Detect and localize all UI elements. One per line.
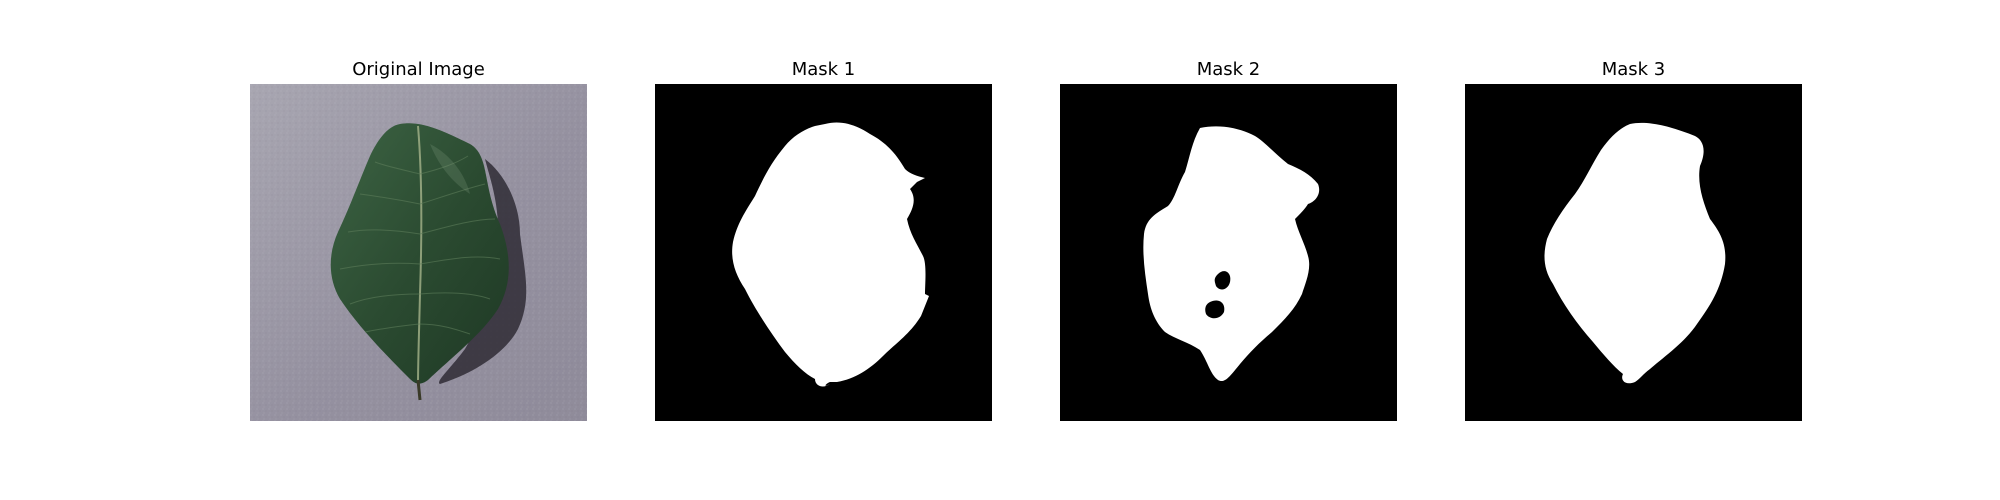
leaf-photo: [250, 84, 587, 421]
panel-title: Mask 2: [1196, 59, 1261, 80]
panel-original-image: Original Image: [250, 0, 587, 500]
mask-image: [655, 84, 992, 421]
panel-title: Original Image: [352, 59, 485, 80]
panel-mask-2: Mask 2: [1060, 0, 1397, 500]
panel-title: Mask 1: [791, 59, 856, 80]
mask-region: [1544, 122, 1726, 384]
panel-mask-1: Mask 1: [655, 0, 992, 500]
mask-image: [1465, 84, 1802, 421]
panel-mask-3: Mask 3: [1465, 0, 1802, 500]
mask-region: [732, 122, 929, 387]
leaf-shape: [330, 123, 509, 384]
mask-hole: [1205, 300, 1225, 319]
mask-region: [1143, 126, 1320, 382]
mask-hole: [1214, 271, 1231, 290]
mask-image: [1060, 84, 1397, 421]
panel-title: Mask 3: [1601, 59, 1666, 80]
